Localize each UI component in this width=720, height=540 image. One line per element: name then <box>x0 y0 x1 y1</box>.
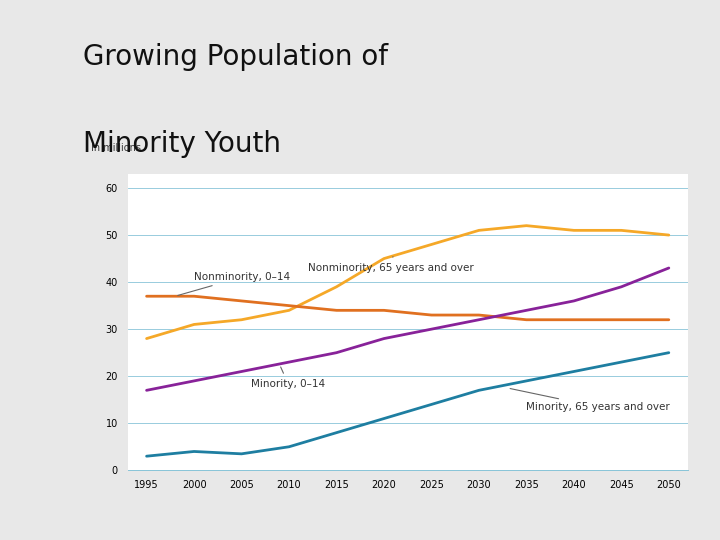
Text: Minority, 0–14: Minority, 0–14 <box>251 367 325 389</box>
Text: Minority Youth: Minority Youth <box>83 130 281 158</box>
Text: In millions: In millions <box>91 143 141 153</box>
Text: Nonminority, 0–14: Nonminority, 0–14 <box>178 272 290 295</box>
Text: Growing Population of: Growing Population of <box>83 43 388 71</box>
Text: Minority, 65 years and over: Minority, 65 years and over <box>510 389 670 412</box>
Text: Nonminority, 65 years and over: Nonminority, 65 years and over <box>308 256 474 273</box>
